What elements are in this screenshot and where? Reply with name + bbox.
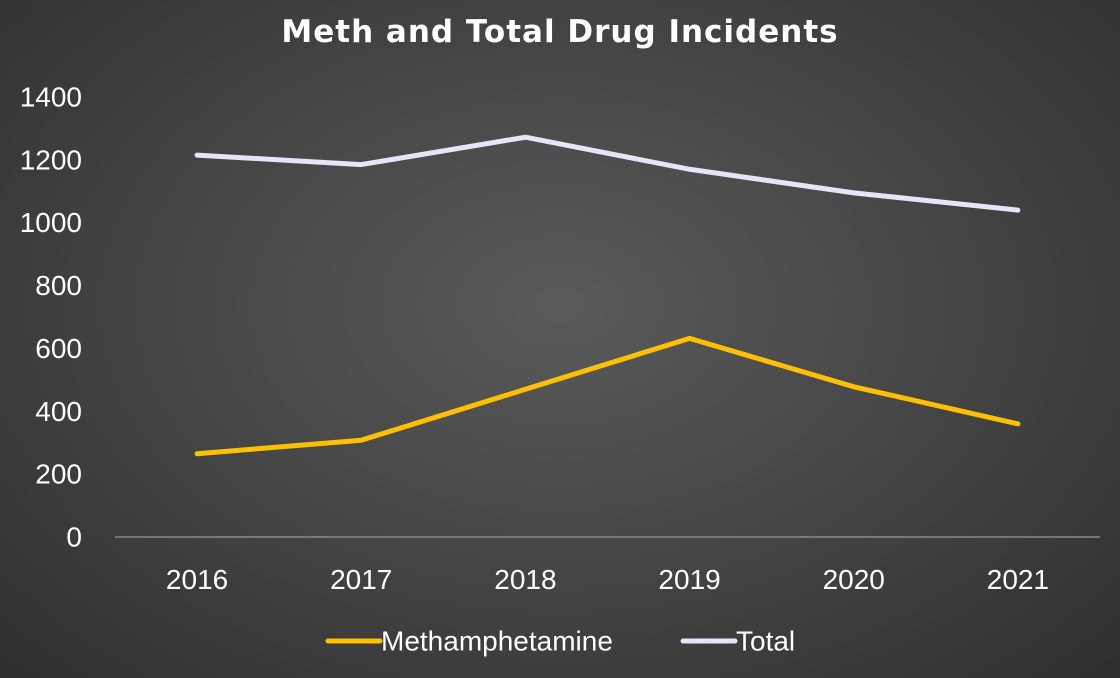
- y-tick-label: 800: [35, 270, 82, 301]
- y-tick-label: 0: [66, 522, 82, 553]
- y-tick-label: 1000: [20, 207, 82, 238]
- y-tick-label: 600: [35, 333, 82, 364]
- series-line-methamphetamine: [194, 335, 1021, 457]
- y-axis: 0 200 400 600 800 1000 1200 1400: [20, 82, 82, 553]
- series-group: [194, 134, 1021, 457]
- y-tick-label: 400: [35, 396, 82, 427]
- x-tick-label: 2019: [658, 564, 720, 595]
- x-tick-label: 2020: [823, 564, 885, 595]
- y-tick-label: 200: [35, 459, 82, 490]
- legend-label: Total: [736, 626, 795, 657]
- x-axis: 2016 2017 2018 2019 2020 2021: [166, 564, 1049, 595]
- series-line-total: [194, 134, 1021, 213]
- chart-title: Meth and Total Drug Incidents: [281, 14, 839, 50]
- x-tick-label: 2017: [330, 564, 392, 595]
- legend-label: Methamphetamine: [381, 626, 613, 657]
- legend: Methamphetamine Total: [325, 626, 795, 657]
- y-tick-label: 1400: [20, 82, 82, 113]
- x-tick-label: 2016: [166, 564, 228, 595]
- x-tick-label: 2021: [987, 564, 1049, 595]
- x-tick-label: 2018: [494, 564, 556, 595]
- y-tick-label: 1200: [20, 144, 82, 175]
